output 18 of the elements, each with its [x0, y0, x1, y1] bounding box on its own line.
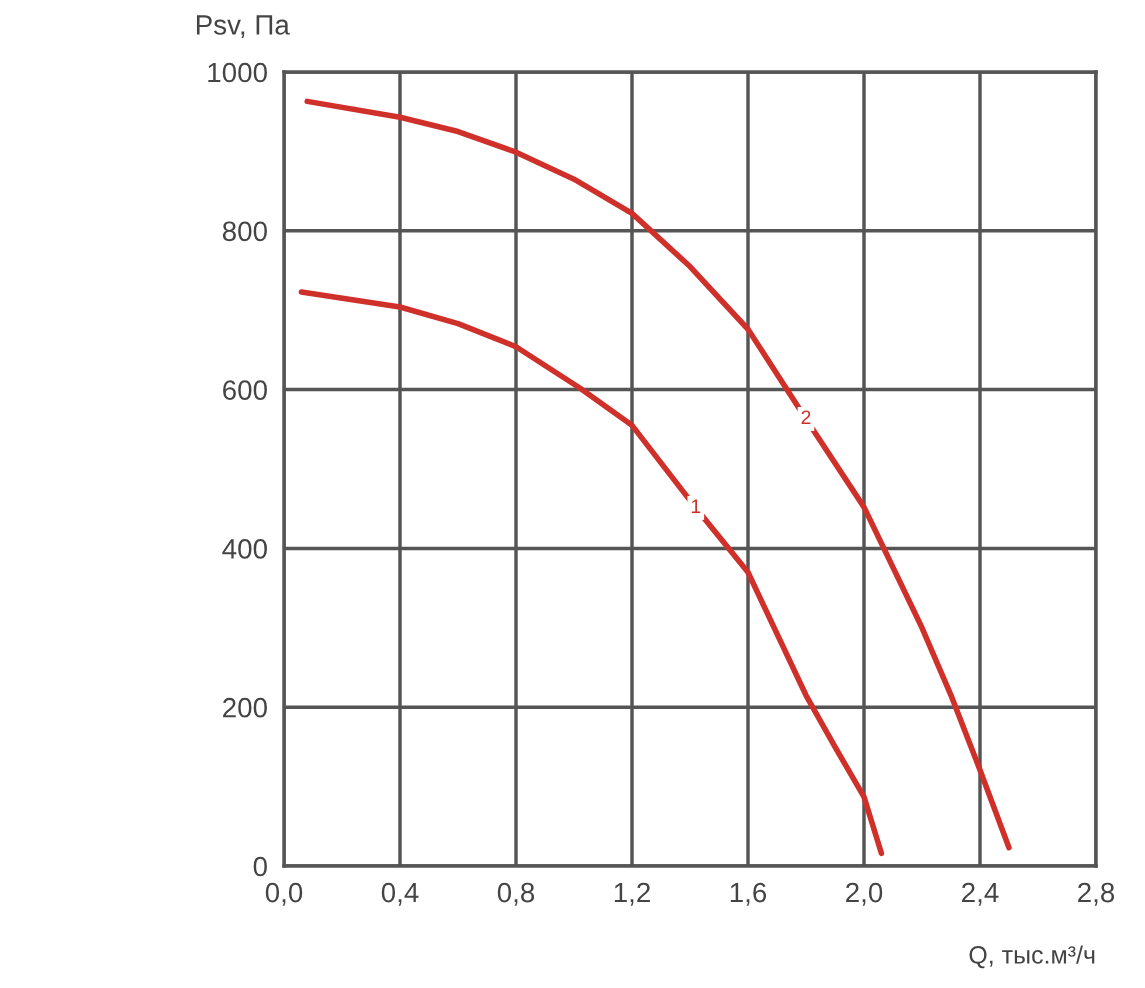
y-tick-label: 800	[222, 221, 267, 242]
x-tick-label: 0,0	[265, 882, 303, 906]
x-tick-label: 1,6	[730, 882, 767, 906]
x-tick-label: 2,8	[1078, 882, 1115, 906]
x-tick-label: 0,8	[497, 882, 535, 906]
x-tick-label: 1,2	[614, 882, 650, 906]
annotation: 1	[691, 499, 701, 513]
x-tick-label: 2,0	[846, 882, 883, 906]
x-tick-label: 2,4	[962, 882, 999, 906]
x-axis-title: Q, тыс.м³/ч	[969, 945, 1095, 969]
y-tick-label: 200	[223, 697, 267, 718]
annotation: 2	[801, 410, 811, 425]
y-tick-label: 600	[223, 380, 267, 400]
y-tick-label: 1000	[208, 62, 267, 83]
x-tick-label: 0,4	[381, 882, 419, 906]
y-axis-title: Psv, Па	[196, 15, 290, 39]
y-tick-label: 0	[253, 856, 267, 877]
y-tick-label: 400	[222, 539, 267, 559]
